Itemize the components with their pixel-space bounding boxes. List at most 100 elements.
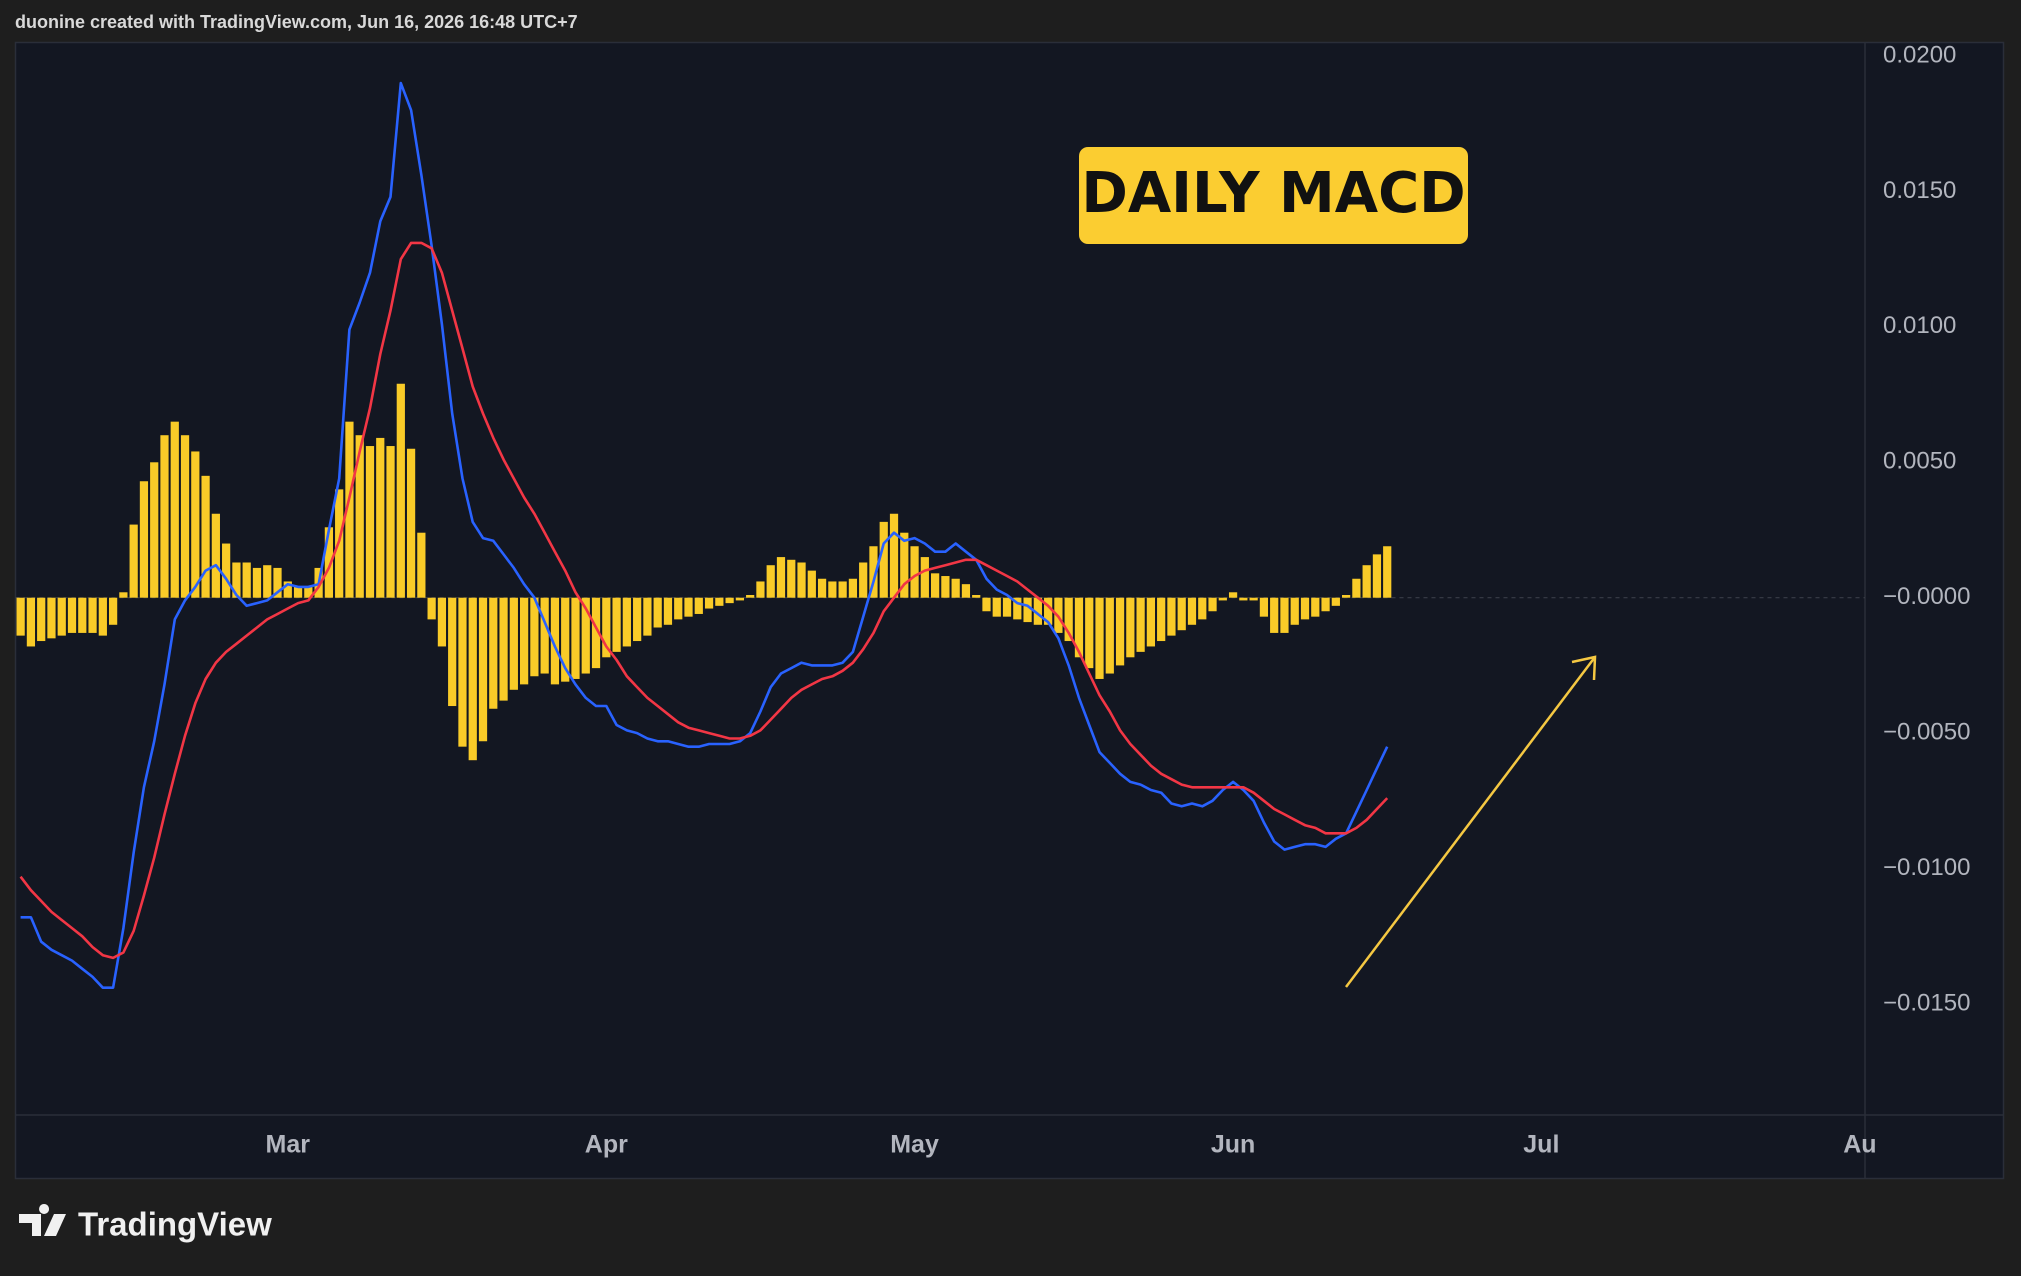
x-tick-label: Jun xyxy=(1211,1131,1255,1159)
histogram-bar xyxy=(571,597,580,679)
histogram-bar xyxy=(879,521,888,598)
histogram-bar xyxy=(715,597,724,606)
histogram-bar xyxy=(1372,554,1382,598)
histogram-bar xyxy=(1136,597,1145,652)
x-tick-label: Mar xyxy=(266,1131,311,1159)
histogram-bar xyxy=(1228,592,1238,598)
histogram-bar xyxy=(622,597,631,647)
histogram-bar xyxy=(797,562,806,598)
histogram-bar xyxy=(1239,597,1248,601)
y-tick-label: −0.0050 xyxy=(1883,718,1970,745)
histogram-bar xyxy=(807,570,816,598)
histogram-bar xyxy=(78,597,87,633)
histogram-bar xyxy=(365,446,375,598)
histogram-bar xyxy=(170,421,179,598)
histogram-bar xyxy=(1362,565,1371,598)
histogram-bar xyxy=(663,597,673,625)
histogram-bar xyxy=(1023,597,1032,623)
histogram-bar xyxy=(478,597,488,742)
histogram-bar xyxy=(1311,597,1320,617)
histogram-bar xyxy=(406,448,416,598)
histogram-bar xyxy=(787,559,796,598)
histogram-bar xyxy=(581,597,590,674)
histogram-bar xyxy=(1280,597,1289,633)
histogram-bar xyxy=(16,597,25,636)
histogram-bar xyxy=(376,437,385,598)
histogram-bar xyxy=(828,581,837,598)
histogram-bar xyxy=(1074,597,1084,658)
x-tick-label: May xyxy=(890,1131,939,1159)
histogram-bar xyxy=(540,597,549,674)
histogram-bar xyxy=(242,562,251,598)
histogram-bar xyxy=(109,597,118,625)
histogram-bar xyxy=(1157,597,1166,642)
histogram-bar xyxy=(633,597,642,642)
indicator-line xyxy=(20,81,1389,989)
arrow-head xyxy=(1571,655,1597,681)
histogram-bar xyxy=(1146,597,1155,647)
histogram-bar xyxy=(201,475,210,598)
histogram-bar xyxy=(931,573,940,598)
histogram-bar xyxy=(1002,597,1012,617)
header-text: duonine created with TradingView.com, Ju… xyxy=(15,12,578,32)
histogram-bar xyxy=(509,597,518,690)
histogram-bar xyxy=(1115,597,1125,666)
histogram-bar xyxy=(150,462,159,598)
histogram-bar xyxy=(448,597,457,707)
histogram-bar xyxy=(1249,597,1258,601)
histogram-bar xyxy=(273,567,282,598)
histogram-bar xyxy=(602,597,611,658)
histogram-bar xyxy=(869,546,878,598)
histogram-bar xyxy=(550,597,560,685)
histogram-bar xyxy=(1342,595,1351,598)
brand-logo: TradingView xyxy=(19,1204,272,1243)
histogram-bar xyxy=(910,546,919,598)
indicator-line xyxy=(19,241,1389,960)
histogram-bar xyxy=(88,597,97,633)
histogram-bar xyxy=(191,451,200,598)
histogram-bar xyxy=(345,421,354,598)
histogram-bar xyxy=(674,597,683,620)
histogram-bar xyxy=(992,597,1001,617)
histogram-bar xyxy=(684,597,693,617)
y-tick-label: −0.0150 xyxy=(1883,989,1970,1016)
histogram-bar xyxy=(222,543,231,598)
histogram-bar xyxy=(1300,597,1310,620)
histogram-bar xyxy=(941,576,950,598)
y-tick-label: 0.0050 xyxy=(1883,448,1956,475)
histogram-bar xyxy=(1321,597,1330,612)
trend-arrow xyxy=(1345,655,1597,988)
y-tick-label: −0.0000 xyxy=(1883,583,1970,610)
histogram-bar xyxy=(386,446,395,598)
annotation-box xyxy=(1079,147,1468,244)
y-tick-label: 0.0200 xyxy=(1883,41,1956,68)
histogram-bar xyxy=(694,597,703,614)
histogram-bar xyxy=(499,597,508,701)
brand-text: TradingView xyxy=(78,1206,272,1243)
histogram-bar xyxy=(591,597,601,669)
histogram-bar xyxy=(1167,597,1176,636)
histogram-bar xyxy=(458,597,467,747)
histogram-bar xyxy=(951,578,960,598)
histogram-bar xyxy=(920,557,929,598)
histogram-bar xyxy=(859,562,868,598)
y-tick-label: −0.0100 xyxy=(1883,854,1970,881)
logo-mark xyxy=(19,1204,66,1236)
histogram-bar xyxy=(129,524,138,598)
histogram-bar xyxy=(1085,597,1094,669)
histogram-bar xyxy=(1187,597,1197,625)
histogram-bar xyxy=(1208,597,1217,612)
histogram-bar xyxy=(468,597,477,761)
histogram-bar xyxy=(1198,597,1207,620)
histogram-bar xyxy=(180,435,190,598)
histogram-bar xyxy=(561,597,570,682)
histogram-bar xyxy=(838,581,847,598)
histogram-bar xyxy=(725,597,734,604)
histogram-bar xyxy=(417,532,426,598)
histogram-bar xyxy=(735,597,744,601)
histogram-bar xyxy=(766,565,775,598)
histogram-bar xyxy=(283,581,292,598)
histogram-bar xyxy=(961,584,971,598)
histogram-bar xyxy=(98,597,107,636)
arrow-shaft xyxy=(1345,656,1596,988)
